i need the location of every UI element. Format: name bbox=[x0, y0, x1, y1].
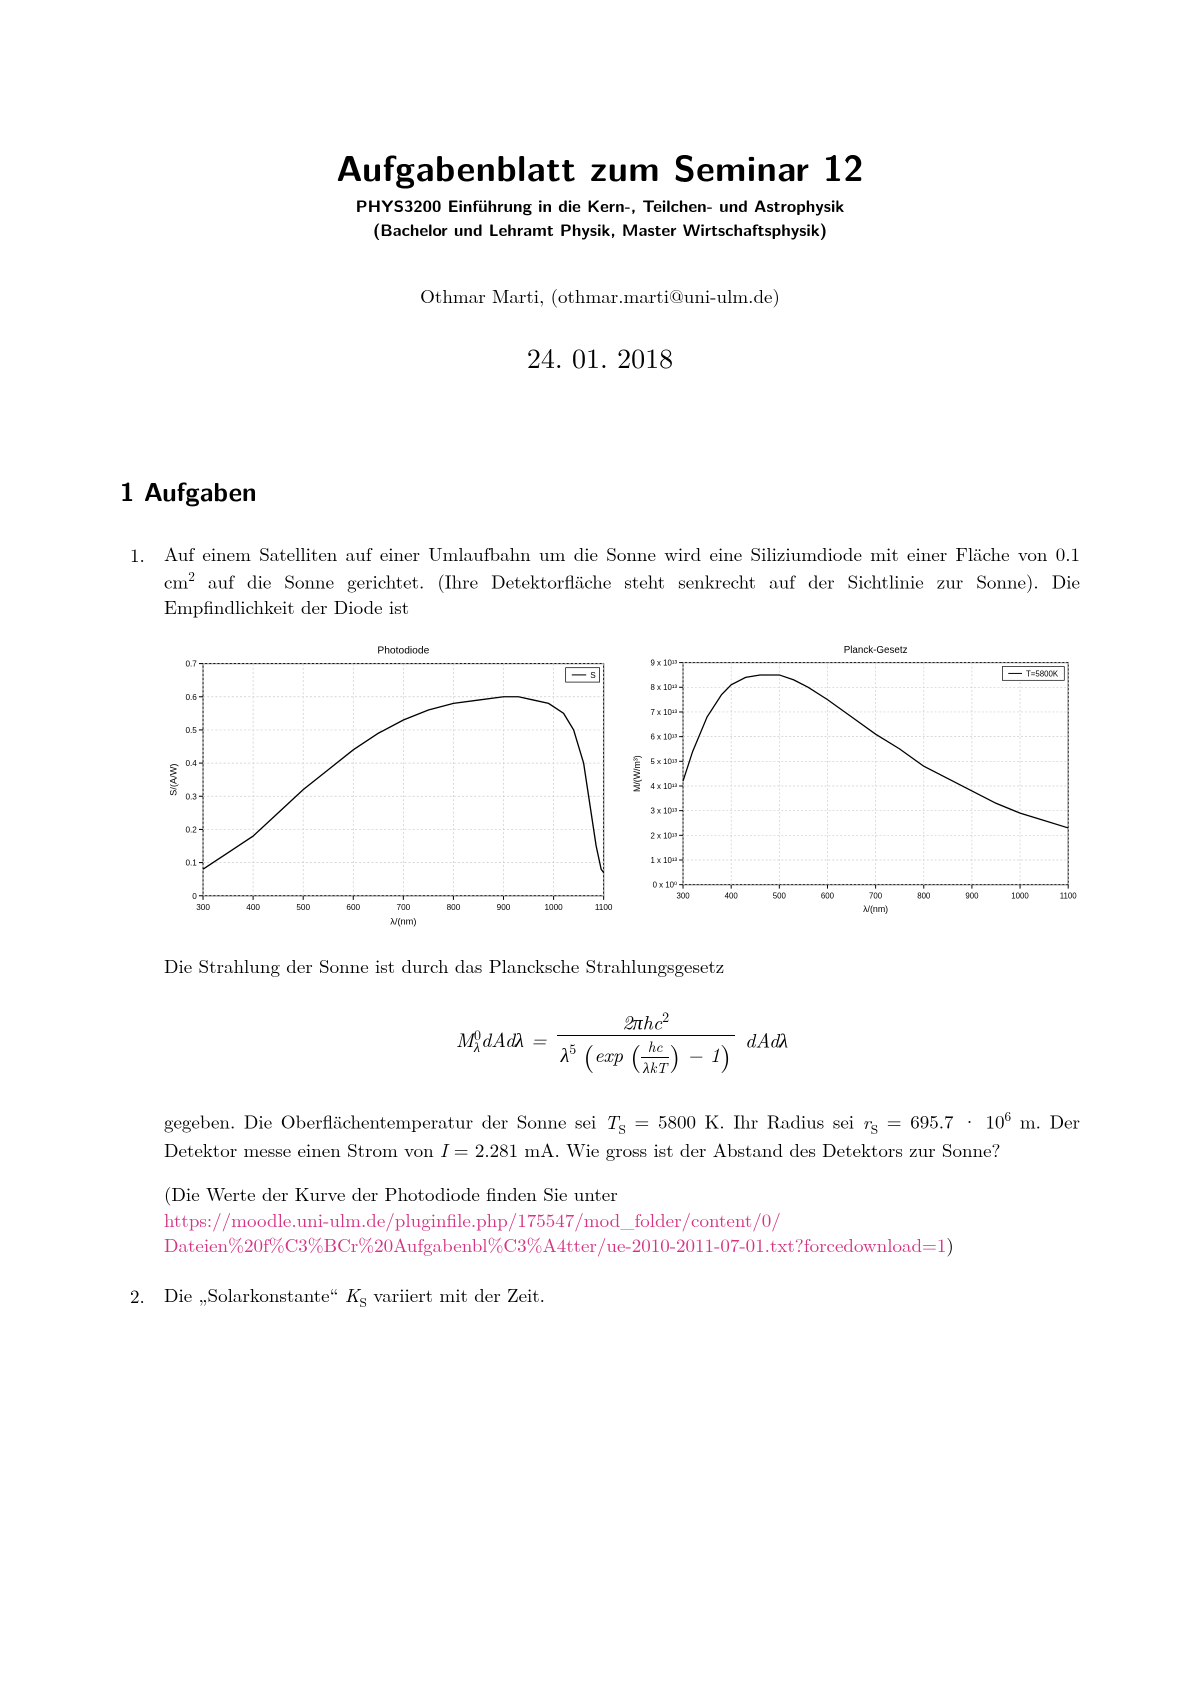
task-1-p4: (Die Werte der Kurve der Photodiode find… bbox=[164, 1180, 618, 1207]
svg-text:0: 0 bbox=[192, 892, 197, 901]
task-1-para-3: gegeben. Die Oberflächentemperatur der S… bbox=[164, 1107, 1080, 1163]
svg-text:0.5: 0.5 bbox=[185, 726, 197, 735]
svg-text:Planck-Gesetz: Planck-Gesetz bbox=[844, 645, 908, 656]
svg-text:0.4: 0.4 bbox=[185, 759, 197, 768]
svg-text:0.1: 0.1 bbox=[185, 859, 197, 868]
main-title: Aufgabenblatt zum Seminar 12 bbox=[120, 140, 1080, 192]
task-1-number: 1. bbox=[130, 541, 145, 568]
svg-text:Photodiode: Photodiode bbox=[377, 646, 429, 657]
chart-photodiode: Photodiode 300 400 500 600 700 800 900 1000 1100 0… bbox=[164, 641, 616, 929]
task-1: 1. Auf einem Satelliten auf einer Umlauf… bbox=[164, 541, 1080, 1258]
superscript-2: 2 bbox=[188, 566, 195, 585]
svg-text:300: 300 bbox=[196, 903, 210, 912]
chart-planck: Planck-Gesetz 300 400 500 600 700 800 900 1000 11… bbox=[628, 641, 1080, 929]
svg-text:400: 400 bbox=[725, 892, 739, 901]
subtitle-2: (Bachelor und Lehramt Physik, Master Wir… bbox=[120, 218, 1080, 242]
author: Othmar Marti, (othmar.marti@uni-ulm.de) bbox=[120, 282, 1080, 309]
task-1-p3-a: gegeben. Die Oberflächentemperatur der S… bbox=[164, 1108, 605, 1135]
svg-text:6 x 10¹³: 6 x 10¹³ bbox=[650, 733, 677, 742]
svg-text:400: 400 bbox=[246, 903, 260, 912]
svg-text:3 x 10¹³: 3 x 10¹³ bbox=[650, 807, 677, 816]
svg-text:900: 900 bbox=[965, 892, 979, 901]
task-2: 2. Die „Solarkonstante“ KS variiert mit … bbox=[164, 1282, 1080, 1311]
svg-text:700: 700 bbox=[869, 892, 883, 901]
svg-text:0.3: 0.3 bbox=[185, 793, 197, 802]
task-1-p3-e: = 2.281 mA. Wie gross ist der Abstand de… bbox=[447, 1136, 1000, 1163]
svg-text:800: 800 bbox=[447, 903, 461, 912]
svg-text:5 x 10¹³: 5 x 10¹³ bbox=[650, 758, 677, 767]
charts-row: Photodiode 300 400 500 600 700 800 900 1000 1100 0… bbox=[164, 641, 1080, 929]
svg-text:500: 500 bbox=[773, 892, 787, 901]
svg-text:2 x 10¹³: 2 x 10¹³ bbox=[650, 832, 677, 841]
chart-planck-svg: Planck-Gesetz 300 400 500 600 700 800 900 1000 11… bbox=[628, 641, 1080, 916]
svg-text:700: 700 bbox=[397, 903, 411, 912]
svg-text:1100: 1100 bbox=[1060, 892, 1078, 901]
svg-text:600: 600 bbox=[346, 903, 360, 912]
svg-text:1000: 1000 bbox=[1011, 892, 1029, 901]
task-1-closeparens: ) bbox=[946, 1231, 953, 1258]
svg-text:1100: 1100 bbox=[595, 903, 613, 912]
eqn-lhs: Mλ0dAdλ = bbox=[456, 1024, 554, 1053]
task-1-p1-b: auf die Sonne gerichtet. (Ihre Detektorf… bbox=[164, 567, 1080, 620]
subtitle-1: PHYS3200 Einführung in die Kern-, Teilch… bbox=[120, 194, 1080, 218]
svg-text:900: 900 bbox=[497, 903, 511, 912]
eqn-main-fraction: 2πhc2 λ5 (exp (hcλkT) − 1) bbox=[557, 1009, 735, 1078]
svg-text:T=5800K: T=5800K bbox=[1026, 670, 1059, 679]
svg-text:1000: 1000 bbox=[544, 903, 563, 912]
task-2-number: 2. bbox=[130, 1282, 145, 1309]
svg-text:λ/(nm): λ/(nm) bbox=[863, 904, 888, 914]
section-heading-aufgaben: 1 Aufgaben bbox=[120, 472, 1080, 509]
task-1-para-1: Auf einem Satelliten auf einer Umlaufbah… bbox=[164, 541, 1080, 619]
task-1-p3-b: = 5800 K. Ihr Radius sei bbox=[626, 1108, 863, 1135]
svg-text:500: 500 bbox=[296, 903, 310, 912]
task-1-link-line1[interactable]: https://moodle.uni-ulm.de/pluginfile.php… bbox=[164, 1206, 781, 1233]
eqn-rhs: dAdλ bbox=[745, 1024, 788, 1053]
task-list: 1. Auf einem Satelliten auf einer Umlauf… bbox=[120, 541, 1080, 1311]
svg-text:800: 800 bbox=[917, 892, 931, 901]
svg-text:1 x 10¹³: 1 x 10¹³ bbox=[650, 856, 677, 865]
svg-text:0 x 10⁰: 0 x 10⁰ bbox=[653, 881, 678, 890]
task-1-link-line2[interactable]: Dateien%20f%C3%BCr%20Aufgabenbl%C3%A4tte… bbox=[164, 1231, 946, 1258]
svg-text:M/(W/m³): M/(W/m³) bbox=[632, 755, 642, 792]
chart-photodiode-svg: Photodiode 300 400 500 600 700 800 900 1000 1100 0… bbox=[164, 641, 616, 929]
date: 24. 01. 2018 bbox=[120, 337, 1080, 377]
svg-text:S: S bbox=[590, 671, 596, 680]
task-2-para-1: Die „Solarkonstante“ KS variiert mit der… bbox=[164, 1282, 1080, 1311]
eqn-numerator: 2πhc2 bbox=[557, 1009, 735, 1037]
svg-text:0.6: 0.6 bbox=[185, 693, 197, 702]
svg-text:λ/(nm): λ/(nm) bbox=[390, 917, 416, 927]
eqn-denominator: λ5 (exp (hcλkT) − 1) bbox=[557, 1036, 735, 1077]
svg-text:S/(A/W): S/(A/W) bbox=[168, 764, 178, 796]
planck-equation: Mλ0dAdλ = 2πhc2 λ5 (exp (hcλkT) − 1) dAd… bbox=[164, 1009, 1080, 1078]
svg-text:8 x 10¹³: 8 x 10¹³ bbox=[650, 683, 677, 692]
task-1-para-4: (Die Werte der Kurve der Photodiode find… bbox=[164, 1181, 1080, 1258]
task-2-p1-a: Die „Solarkonstante“ bbox=[164, 1281, 345, 1308]
task-2-p1-b: variiert mit der Zeit. bbox=[367, 1281, 545, 1308]
svg-text:9 x 10¹³: 9 x 10¹³ bbox=[650, 659, 677, 668]
task-1-para-2: Die Strahlung der Sonne ist durch das Pl… bbox=[164, 953, 1080, 979]
svg-text:7 x 10¹³: 7 x 10¹³ bbox=[650, 708, 677, 717]
svg-text:300: 300 bbox=[676, 892, 690, 901]
svg-text:600: 600 bbox=[821, 892, 835, 901]
title-block: Aufgabenblatt zum Seminar 12 PHYS3200 Ei… bbox=[120, 140, 1080, 377]
svg-text:4 x 10¹³: 4 x 10¹³ bbox=[650, 782, 677, 791]
svg-text:0.2: 0.2 bbox=[185, 826, 197, 835]
svg-text:0.7: 0.7 bbox=[185, 660, 197, 669]
task-1-p3-c: = 695.7 · 10 bbox=[878, 1108, 1004, 1135]
